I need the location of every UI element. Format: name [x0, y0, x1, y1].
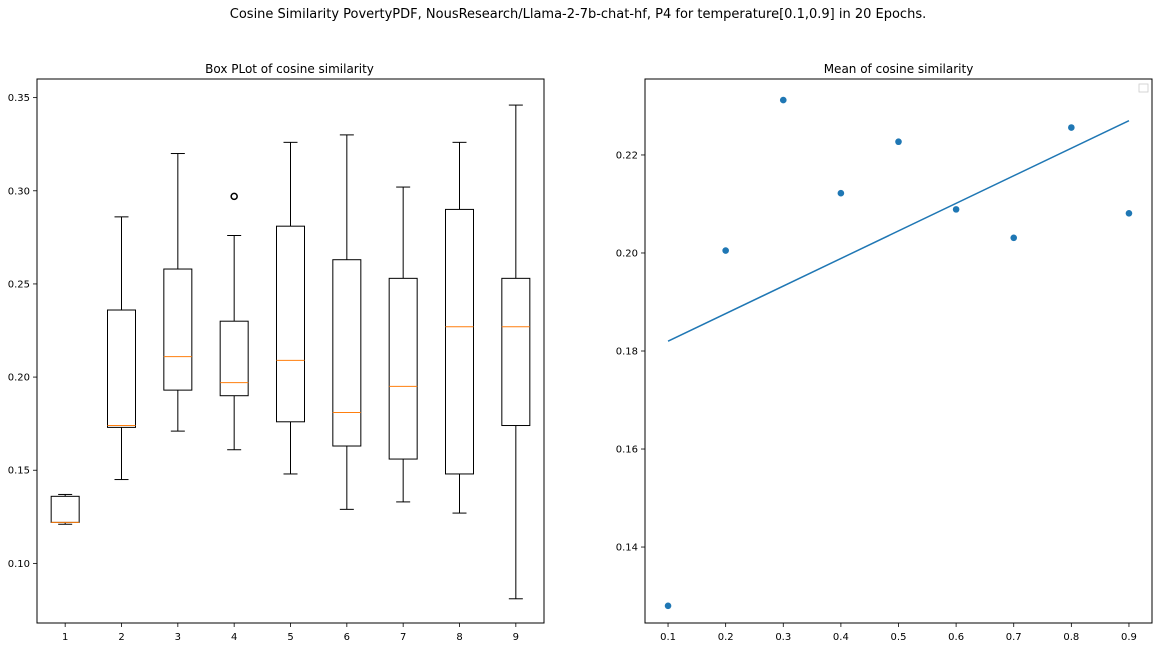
scatter-plot-title: Mean of cosine similarity	[824, 62, 974, 76]
trend-line	[667, 119, 1130, 342]
mean-point	[1068, 124, 1075, 131]
y-tick-label: 0.14	[616, 543, 638, 554]
x-tick-label: 0.5	[891, 632, 907, 643]
y-tick-label: 0.20	[8, 373, 30, 384]
x-tick-label: 7	[400, 632, 406, 643]
y-tick-label: 0.25	[8, 279, 30, 290]
mean-point	[664, 602, 672, 610]
box	[219, 320, 249, 397]
box-plot-frame	[36, 78, 545, 624]
mean-point	[952, 206, 960, 213]
box	[388, 277, 418, 460]
x-tick-label: 3	[175, 632, 181, 643]
y-tick-label: 0.18	[616, 347, 638, 358]
scatter-plot-content: 0.1 0.2 0.3 0.4 0.5 0.6 0.7 0.8 0.9 0.14 0.16 0.18 0…	[616, 96, 1137, 643]
box	[276, 225, 305, 423]
x-tick-label: 0.7	[1006, 632, 1022, 643]
mean-point	[722, 247, 729, 254]
legend-box	[1138, 83, 1149, 93]
box-plot-axes: Box PLot of cosine similarity 1 2 3 4 5 6 7 8 9 0…	[8, 62, 545, 643]
y-tick-label: 0.20	[616, 248, 638, 259]
scatter-plot-frame	[644, 78, 1153, 624]
x-tick-label: 2	[118, 632, 124, 643]
x-tick-label: 0.8	[1063, 632, 1079, 643]
box	[163, 268, 193, 391]
x-tick-label: 5	[287, 632, 293, 643]
y-tick-label: 0.22	[616, 150, 638, 161]
y-tick-label: 0.16	[616, 445, 638, 456]
y-tick-label: 0.30	[8, 186, 30, 197]
x-tick-label: 9	[513, 632, 519, 643]
y-tick-label: 0.15	[8, 466, 30, 477]
mean-point	[1010, 234, 1018, 242]
box	[445, 208, 474, 475]
x-tick-label: 8	[456, 632, 462, 643]
scatter-plot-axes: Mean of cosine similarity 0.1 0.2 0.3 0.4 0.…	[616, 62, 1153, 643]
box	[501, 277, 531, 427]
box	[50, 495, 80, 523]
box-plot-title: Box PLot of cosine similarity	[205, 62, 374, 76]
x-tick-label: 0.6	[948, 632, 964, 643]
x-tick-label: 0.3	[775, 632, 791, 643]
x-tick-label: 0.1	[660, 632, 676, 643]
x-tick-label: 0.4	[833, 632, 849, 643]
outlier-point	[230, 192, 238, 201]
mean-point	[837, 189, 845, 197]
x-tick-label: 6	[344, 632, 350, 643]
x-tick-label: 0.9	[1121, 632, 1137, 643]
box	[332, 259, 362, 447]
box-plot-content: 1 2 3 4 5 6 7 8 9 0.10 0.15 0.20 0.25 0.30 0.35	[8, 93, 531, 643]
mean-point	[895, 138, 902, 146]
figure-title: Cosine Similarity PovertyPDF, NousResear…	[230, 7, 926, 22]
y-tick-label: 0.10	[8, 559, 30, 570]
box	[107, 309, 136, 428]
x-tick-label: 4	[231, 632, 237, 643]
x-tick-label: 1	[62, 632, 68, 643]
mean-point	[1125, 209, 1133, 217]
x-tick-label: 0.2	[718, 632, 734, 643]
y-tick-label: 0.35	[8, 93, 30, 104]
mean-point	[779, 96, 787, 104]
